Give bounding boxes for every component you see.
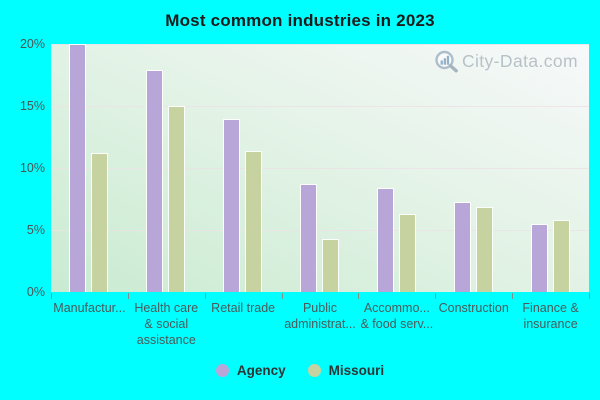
- x-axis-label-line: Health care: [134, 301, 199, 315]
- bar-agency-1: [69, 44, 87, 292]
- legend-dot-agency-icon: [215, 364, 229, 377]
- bar-agency-7: [530, 224, 548, 292]
- y-axis-label-10: 10%: [19, 161, 45, 175]
- bar-missouri-4: [322, 238, 339, 292]
- bar-agency-3: [223, 118, 241, 292]
- x-axis-tick-2: [204, 293, 206, 299]
- x-axis-tick-7: [589, 293, 590, 299]
- gridline-15: [51, 106, 589, 107]
- bar-agency-6: [453, 201, 471, 292]
- x-axis-label-line: Finance &: [522, 301, 579, 315]
- gridline-5: [51, 230, 589, 231]
- legend: Agency Missouri: [0, 363, 600, 378]
- y-axis-label-0: 0%: [26, 285, 45, 299]
- legend-item-missouri: Missouri: [307, 363, 385, 378]
- x-axis-label-7: Finance & insurance: [491, 300, 600, 332]
- magnifier-bar-chart-icon: [433, 49, 460, 74]
- gridline-10: [51, 168, 589, 169]
- x-axis-label-line: Retail trade: [211, 301, 276, 315]
- bar-missouri-2: [168, 106, 186, 292]
- legend-label: Missouri: [328, 363, 385, 378]
- x-axis-label-line: Construction: [438, 301, 509, 315]
- x-axis-label-3: Retail trade: [183, 300, 303, 316]
- x-axis-label-1: Manufactur...: [29, 300, 149, 316]
- x-axis-label-line: Public: [302, 301, 338, 315]
- x-axis-label-line: administrat...: [284, 317, 356, 331]
- x-axis-tick-0: [51, 293, 52, 299]
- x-axis-label-line: & social: [144, 317, 189, 331]
- x-axis-label-line: Accommo...: [363, 301, 430, 315]
- x-axis-tick-1: [127, 293, 129, 299]
- bar-missouri-1: [91, 153, 109, 292]
- bar-missouri-6: [475, 206, 493, 292]
- watermark-label: City-Data.com: [461, 51, 578, 71]
- y-axis-label-20: 20%: [19, 37, 45, 51]
- bar-missouri-5: [398, 214, 416, 292]
- y-axis-label-5: 5%: [26, 223, 45, 237]
- legend-item-agency: Agency: [215, 363, 286, 378]
- bar-agency-2: [146, 70, 164, 292]
- x-axis-tick-3: [281, 293, 283, 299]
- bar-missouri-7: [552, 220, 570, 292]
- x-axis-label-line: assistance: [136, 333, 196, 347]
- legend-dot-missouri-icon: [307, 364, 321, 377]
- chart-title: Most common industries in 2023: [165, 11, 435, 30]
- watermark: City-Data.com: [433, 49, 578, 74]
- legend-label: Agency: [236, 363, 286, 378]
- x-axis-label-6: Construction: [414, 300, 534, 316]
- bar-missouri-3: [245, 150, 263, 292]
- gridline-20: [51, 44, 589, 45]
- x-axis-label-line: Manufactur...: [53, 301, 126, 315]
- bar-agency-5: [376, 188, 394, 292]
- x-axis-label-4: Public administrat...: [260, 300, 380, 332]
- x-axis-label-2: Health care & social assistance: [106, 300, 226, 348]
- plot-area: City-Data.com: [51, 44, 589, 292]
- x-axis-tick-6: [512, 293, 514, 299]
- y-axis-label-15: 15%: [19, 99, 45, 113]
- bar-agency-4: [300, 184, 317, 292]
- x-axis-label-5: Accommo... & food serv...: [337, 300, 457, 332]
- x-axis-label-line: & food serv...: [360, 317, 434, 331]
- x-axis-label-line: insurance: [523, 317, 578, 331]
- x-axis-tick-4: [358, 293, 360, 299]
- x-axis-tick-5: [435, 293, 437, 299]
